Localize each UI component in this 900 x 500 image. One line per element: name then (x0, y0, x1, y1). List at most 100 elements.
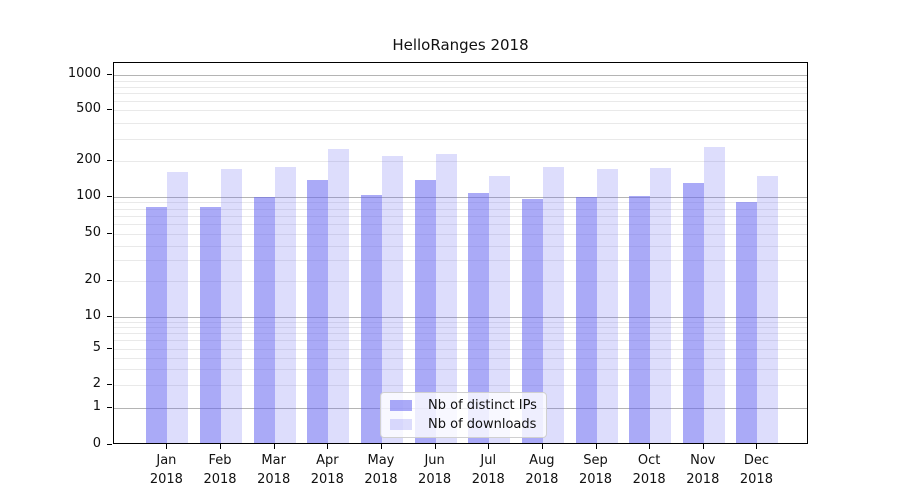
bar-downloads-apr (328, 148, 350, 443)
gridline-minor (114, 333, 807, 335)
y-tick-mark (107, 444, 112, 445)
bar-distinct-ips-may (360, 194, 382, 443)
bar-downloads-nov (703, 146, 725, 443)
x-tick-label: Apr 2018 (297, 451, 357, 489)
x-tick-mark (380, 444, 382, 449)
bar-downloads-jun (435, 153, 457, 443)
x-tick-mark (166, 444, 168, 449)
gridline-minor (114, 110, 807, 112)
gridline-minor (114, 260, 807, 262)
gridline-minor (114, 357, 807, 359)
y-tick-label: 500 (76, 101, 101, 117)
x-tick-month: Dec (743, 453, 770, 468)
x-tick-month: Mar (261, 453, 286, 468)
gridline-minor (114, 216, 807, 218)
gridline-major (114, 317, 807, 318)
gridline-minor (114, 138, 807, 140)
x-tick-label: Mar 2018 (244, 451, 304, 489)
bar-distinct-ips-nov (682, 183, 704, 443)
bar-downloads-feb (221, 168, 243, 443)
x-tick-mark (488, 444, 490, 449)
bar-distinct-ips-feb (200, 206, 222, 443)
bar-downloads-jan (167, 172, 189, 443)
x-tick-mark (702, 444, 704, 449)
x-tick-mark (327, 444, 329, 449)
y-tick-mark (107, 109, 112, 111)
gridline-minor (114, 202, 807, 204)
gridline-minor (114, 86, 807, 88)
legend-item-downloads: Nb of downloads (390, 417, 537, 432)
x-tick-month: Apr (316, 453, 339, 468)
y-tick-mark (107, 74, 112, 76)
x-tick-label: Nov 2018 (673, 451, 733, 489)
x-tick-label: Jan 2018 (136, 451, 196, 489)
y-tick-label: 100 (76, 187, 101, 203)
x-tick-month: Jan (156, 453, 177, 468)
x-tick-year: 2018 (632, 472, 666, 487)
x-tick-month: Sep (583, 453, 608, 468)
legend-swatch-distinct-ips (390, 400, 412, 411)
y-tick-label: 1 (92, 398, 101, 414)
x-tick-mark (756, 444, 758, 449)
bar-distinct-ips-mar (253, 197, 275, 443)
gridline-minor (114, 327, 807, 329)
x-tick-mark (595, 444, 597, 449)
y-tick-mark (107, 195, 112, 197)
x-tick-mark (541, 444, 543, 449)
y-tick-mark (107, 406, 112, 408)
gridline-minor (114, 234, 807, 236)
gridline-minor (114, 101, 807, 103)
y-tick-label: 0 (92, 436, 101, 451)
x-tick-year: 2018 (418, 472, 452, 487)
plot-area: Nb of distinct IPs Nb of downloads (113, 62, 808, 444)
x-tick-label: Sep 2018 (566, 451, 626, 489)
legend: Nb of distinct IPs Nb of downloads (380, 392, 547, 438)
y-tick-mark (107, 280, 112, 281)
y-tick-label: 1000 (67, 66, 101, 82)
x-tick-month: Jul (480, 453, 497, 468)
bar-distinct-ips-jul (468, 193, 490, 443)
bar-distinct-ips-jun (414, 179, 436, 443)
gridline-major (114, 75, 807, 77)
y-tick-mark (107, 347, 112, 349)
bar-distinct-ips-apr (307, 179, 329, 443)
legend-swatch-downloads (390, 419, 412, 430)
legend-label-downloads: Nb of downloads (428, 417, 537, 432)
bar-downloads-may (381, 156, 403, 443)
legend-item-distinct-ips: Nb of distinct IPs (390, 398, 537, 413)
y-tick-label: 50 (84, 225, 101, 241)
x-tick-month: Oct (637, 453, 661, 468)
y-tick-mark (107, 233, 112, 235)
bar-downloads-mar (274, 167, 296, 443)
bar-distinct-ips-sep (575, 197, 597, 443)
x-tick-label: Jun 2018 (405, 451, 465, 489)
gridline-minor (114, 80, 807, 82)
x-tick-year: 2018 (203, 472, 237, 487)
gridline-minor (114, 369, 807, 371)
gridline-minor (114, 348, 807, 350)
gridline-minor (114, 93, 807, 95)
gridline-minor (114, 208, 807, 210)
x-tick-mark (273, 444, 275, 449)
x-tick-year: 2018 (739, 472, 773, 487)
gridline-minor (114, 224, 807, 226)
x-tick-month: Nov (690, 453, 716, 468)
bar-downloads-dec (757, 175, 779, 443)
y-tick-label: 20 (84, 272, 101, 287)
bar-downloads-jul (489, 175, 511, 443)
chart-title: HelloRanges 2018 (392, 36, 529, 54)
x-tick-year: 2018 (149, 472, 183, 487)
x-tick-label: May 2018 (351, 451, 411, 489)
bar-distinct-ips-jan (146, 206, 168, 443)
x-tick-label: Feb 2018 (190, 451, 250, 489)
x-tick-year: 2018 (364, 472, 398, 487)
gridline-minor (114, 122, 807, 124)
x-tick-year: 2018 (257, 472, 291, 487)
x-tick-year: 2018 (310, 472, 344, 487)
x-tick-label: Aug 2018 (512, 451, 572, 489)
y-tick-mark (107, 316, 112, 317)
gridline-major (114, 196, 807, 198)
x-tick-year: 2018 (578, 472, 613, 487)
bar-downloads-oct (650, 168, 672, 443)
